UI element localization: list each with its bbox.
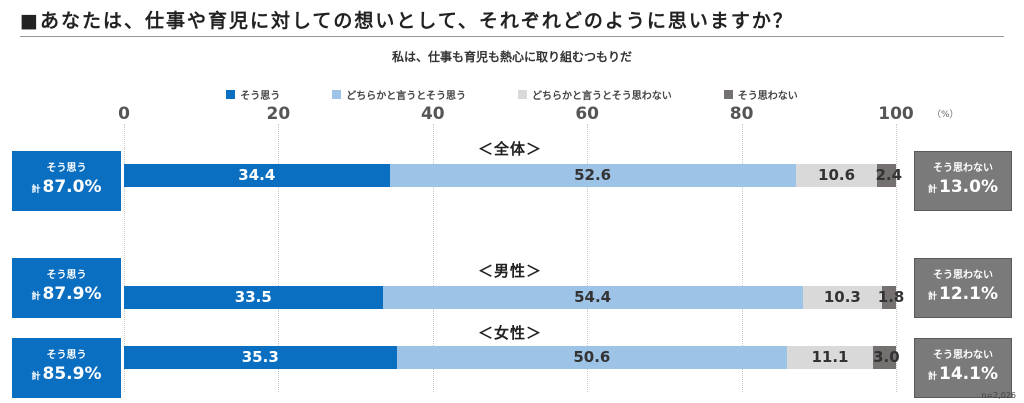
sample-size-note: n=2,026	[981, 391, 1016, 400]
bar-segment	[882, 286, 896, 309]
legend-label: どちらかと言うとそう思わない	[532, 91, 672, 102]
group-label: ＜女性＞	[477, 324, 542, 342]
unit-label: （%）	[932, 110, 959, 120]
legend-item-0: そう思う	[226, 87, 280, 102]
agree-total-box: そう思う計 87.9%	[12, 258, 121, 318]
disagree-total-value: 計 12.1%	[928, 283, 998, 304]
bar-segment	[872, 346, 896, 369]
bar-segment	[802, 286, 883, 309]
disagree-total-heading: そう思わない	[933, 162, 993, 174]
agree-total-heading: そう思う	[46, 349, 87, 361]
data-label: 54.4	[574, 288, 612, 306]
legend-swatch	[332, 90, 342, 99]
bar-segment	[389, 164, 796, 187]
agree-total-heading: そう思う	[46, 162, 87, 174]
bar-segment	[382, 286, 803, 309]
disagree-total-box: そう思わない計 14.1%	[914, 338, 1012, 398]
group-label: ＜男性＞	[477, 262, 542, 280]
agree-total-value: 計 87.9%	[31, 283, 102, 304]
bar-segment	[124, 286, 383, 309]
x-tick-label: 60	[575, 104, 600, 124]
disagree-total-box: そう思わない計 12.1%	[914, 258, 1012, 318]
legend-label: そう思わない	[737, 91, 798, 102]
x-tick-label: 40	[420, 104, 445, 124]
legend-label: そう思う	[240, 91, 281, 102]
agree-total-box: そう思う計 85.9%	[12, 338, 121, 398]
bar-segment	[877, 164, 896, 187]
agree-total-box: そう思う計 87.0%	[12, 151, 121, 211]
data-label: 33.5	[234, 288, 272, 306]
x-tick-label: 100	[878, 104, 914, 124]
chart-subtitle: 私は、仕事も育児も熱心に取り組むつもりだ	[391, 50, 632, 64]
legend-swatch	[226, 90, 236, 99]
legend-item-3: そう思わない	[723, 87, 798, 102]
gridline	[124, 124, 125, 392]
gridline	[587, 124, 589, 392]
x-tick-label: 0	[118, 104, 130, 124]
gridline	[741, 124, 743, 392]
agree-total-value: 計 85.9%	[31, 363, 102, 384]
bar-segment	[787, 346, 873, 369]
agree-total-heading: そう思う	[46, 269, 87, 281]
data-label: 10.3	[823, 288, 861, 306]
bar-segment	[124, 346, 397, 369]
gridline	[896, 124, 897, 392]
agree-total-value: 計 87.0%	[31, 176, 102, 197]
gridline	[278, 124, 280, 392]
bar-segment	[795, 164, 878, 187]
legend: そう思う どちらかと言うとそう思う どちらかと言うとそう思わない そう思わない	[0, 87, 1024, 102]
data-label: 34.4	[238, 166, 276, 184]
disagree-total-value: 計 14.1%	[928, 363, 998, 384]
data-label: 1.8	[877, 288, 905, 306]
legend-swatch	[723, 90, 733, 99]
data-label: 35.3	[241, 348, 279, 366]
title-underline	[20, 36, 1004, 37]
legend-item-1: どちらかと言うとそう思う	[332, 87, 466, 102]
data-label: 11.1	[811, 348, 849, 366]
data-label: 3.0	[873, 348, 900, 366]
legend-swatch	[518, 90, 527, 99]
disagree-total-heading: そう思わない	[933, 269, 993, 281]
x-tick-label: 80	[729, 104, 754, 124]
x-tick-label: 20	[266, 104, 291, 124]
legend-item-2: どちらかと言うとそう思わない	[518, 87, 672, 102]
gridline	[432, 124, 434, 392]
bar-segment	[124, 164, 390, 187]
bar-segment	[396, 346, 788, 369]
disagree-total-heading: そう思わない	[933, 349, 993, 361]
disagree-total-value: 計 13.0%	[928, 176, 998, 197]
legend-label: どちらかと言うとそう思う	[346, 91, 466, 102]
data-label: 52.6	[574, 166, 612, 184]
data-label: 10.6	[818, 166, 856, 184]
group-label: ＜全体＞	[477, 140, 542, 158]
data-label: 50.6	[573, 348, 611, 366]
disagree-total-box: そう思わない計 13.0%	[914, 151, 1012, 211]
data-label: 2.4	[875, 166, 903, 184]
chart-question-title: ■あなたは、仕事や育児に対しての想いとして、それぞれどのように思いますか？	[20, 10, 794, 32]
